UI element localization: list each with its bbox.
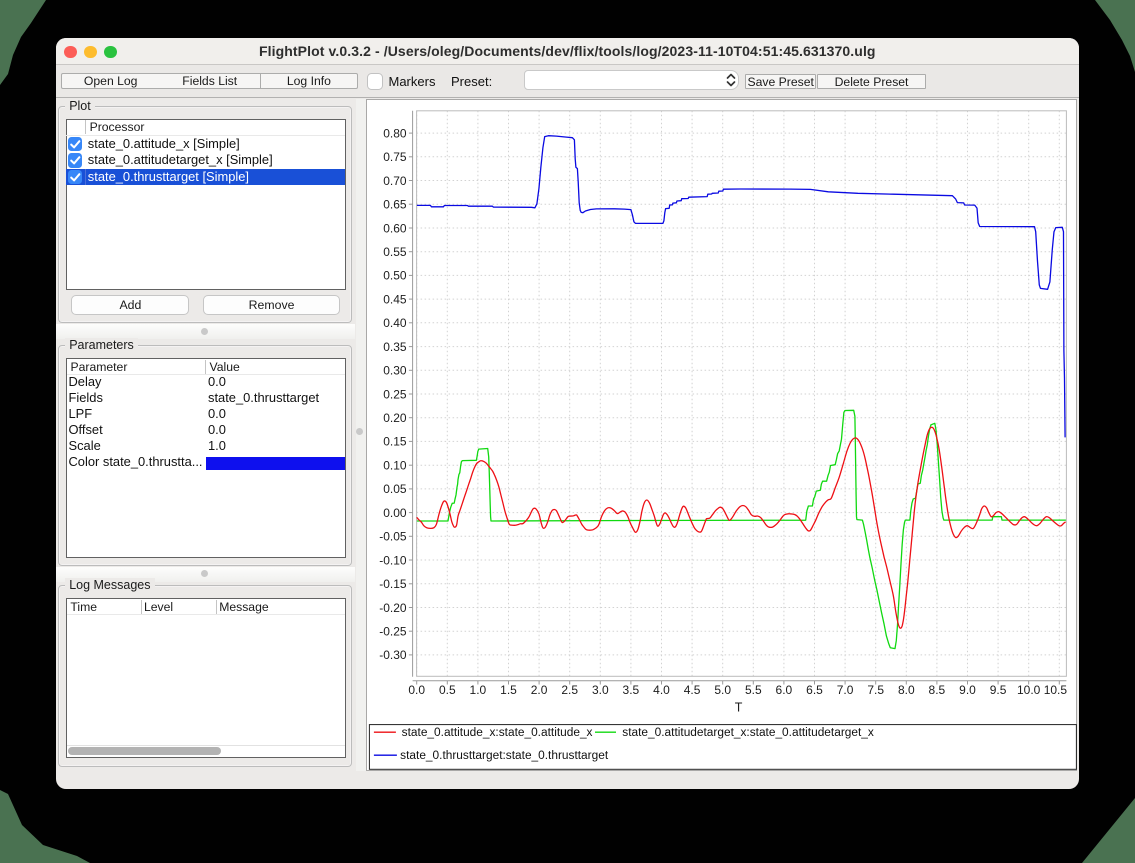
svg-text:5.5: 5.5 [745, 682, 762, 696]
svg-text:9.0: 9.0 [959, 682, 976, 696]
svg-text:8.0: 8.0 [898, 682, 915, 696]
svg-text:0.0: 0.0 [408, 682, 425, 696]
svg-text:0.05: 0.05 [383, 482, 407, 496]
svg-text:7.5: 7.5 [867, 682, 884, 696]
svg-text:3.5: 3.5 [622, 682, 639, 696]
svg-text:-0.20: -0.20 [379, 600, 407, 614]
svg-text:0.55: 0.55 [383, 245, 407, 259]
svg-text:10.0: 10.0 [1017, 682, 1041, 696]
svg-text:-0.30: -0.30 [379, 648, 407, 662]
svg-text:0.5: 0.5 [439, 682, 456, 696]
svg-text:T: T [734, 700, 742, 714]
svg-text:1.0: 1.0 [469, 682, 486, 696]
svg-text:0.60: 0.60 [383, 221, 407, 235]
svg-text:4.5: 4.5 [683, 682, 700, 696]
svg-text:0.75: 0.75 [383, 150, 407, 164]
svg-text:state_0.attitudetarget_x:state: state_0.attitudetarget_x:state_0.attitud… [622, 725, 874, 739]
svg-text:7.0: 7.0 [836, 682, 853, 696]
svg-text:0.25: 0.25 [383, 387, 407, 401]
svg-text:0.20: 0.20 [383, 411, 407, 425]
svg-text:0.70: 0.70 [383, 173, 407, 187]
svg-text:0.10: 0.10 [383, 458, 407, 472]
svg-text:3.0: 3.0 [592, 682, 609, 696]
svg-text:10.5: 10.5 [1043, 682, 1067, 696]
svg-text:0.40: 0.40 [383, 316, 407, 330]
svg-text:-0.15: -0.15 [379, 577, 407, 591]
svg-text:6.0: 6.0 [775, 682, 792, 696]
svg-text:0.00: 0.00 [383, 506, 407, 520]
svg-text:1.5: 1.5 [500, 682, 517, 696]
svg-text:0.45: 0.45 [383, 292, 407, 306]
svg-text:0.35: 0.35 [383, 340, 407, 354]
svg-text:-0.05: -0.05 [379, 529, 407, 543]
svg-text:-0.10: -0.10 [379, 553, 407, 567]
svg-text:4.0: 4.0 [653, 682, 670, 696]
svg-text:5.0: 5.0 [714, 682, 731, 696]
svg-text:0.30: 0.30 [383, 363, 407, 377]
svg-text:0.50: 0.50 [383, 268, 407, 282]
svg-text:state_0.thrusttarget:state_0.t: state_0.thrusttarget:state_0.thrusttarge… [400, 748, 609, 762]
svg-text:0.80: 0.80 [383, 126, 407, 140]
svg-text:state_0.attitude_x:state_0.att: state_0.attitude_x:state_0.attitude_x [401, 725, 592, 739]
svg-text:0.65: 0.65 [383, 197, 407, 211]
svg-text:-0.25: -0.25 [379, 624, 407, 638]
svg-text:8.5: 8.5 [928, 682, 945, 696]
svg-text:2.5: 2.5 [561, 682, 578, 696]
svg-text:6.5: 6.5 [806, 682, 823, 696]
svg-text:9.5: 9.5 [989, 682, 1006, 696]
svg-text:0.15: 0.15 [383, 434, 407, 448]
svg-text:2.0: 2.0 [530, 682, 547, 696]
